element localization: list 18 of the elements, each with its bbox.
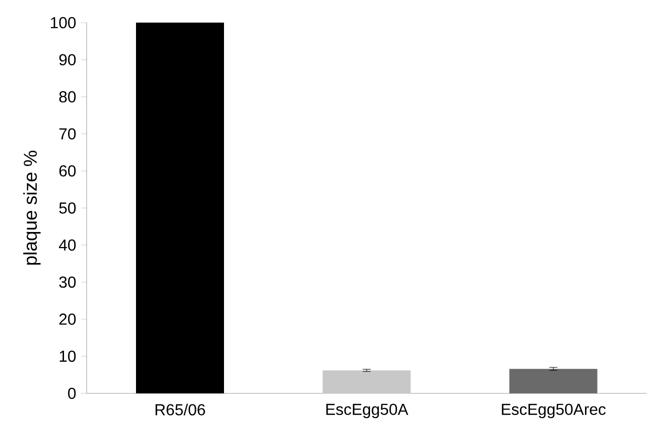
bar [136, 22, 224, 394]
y-tick-label: 70 [59, 128, 76, 140]
y-tick-label: 0 [68, 388, 76, 399]
y-tick-label: 20 [59, 313, 76, 325]
x-tick-label: R65/06 [156, 404, 205, 416]
y-tick-label: 10 [60, 350, 76, 362]
y-tick-label: 30 [59, 276, 76, 288]
bar [509, 368, 598, 394]
y-tick-label: 60 [59, 165, 76, 176]
y-tick-label: 100 [50, 16, 76, 28]
bar [322, 370, 411, 394]
x-tick-label: EscEgg50A [326, 404, 408, 418]
y-axis-title: plaque size % [23, 150, 41, 265]
y-tick-label: 90 [59, 54, 76, 66]
y-tick-label: 40 [58, 239, 76, 251]
x-tick-label: EscEgg50Arec [502, 404, 606, 418]
y-tick-label: 50 [59, 202, 76, 214]
y-tick-label: 80 [59, 91, 76, 102]
